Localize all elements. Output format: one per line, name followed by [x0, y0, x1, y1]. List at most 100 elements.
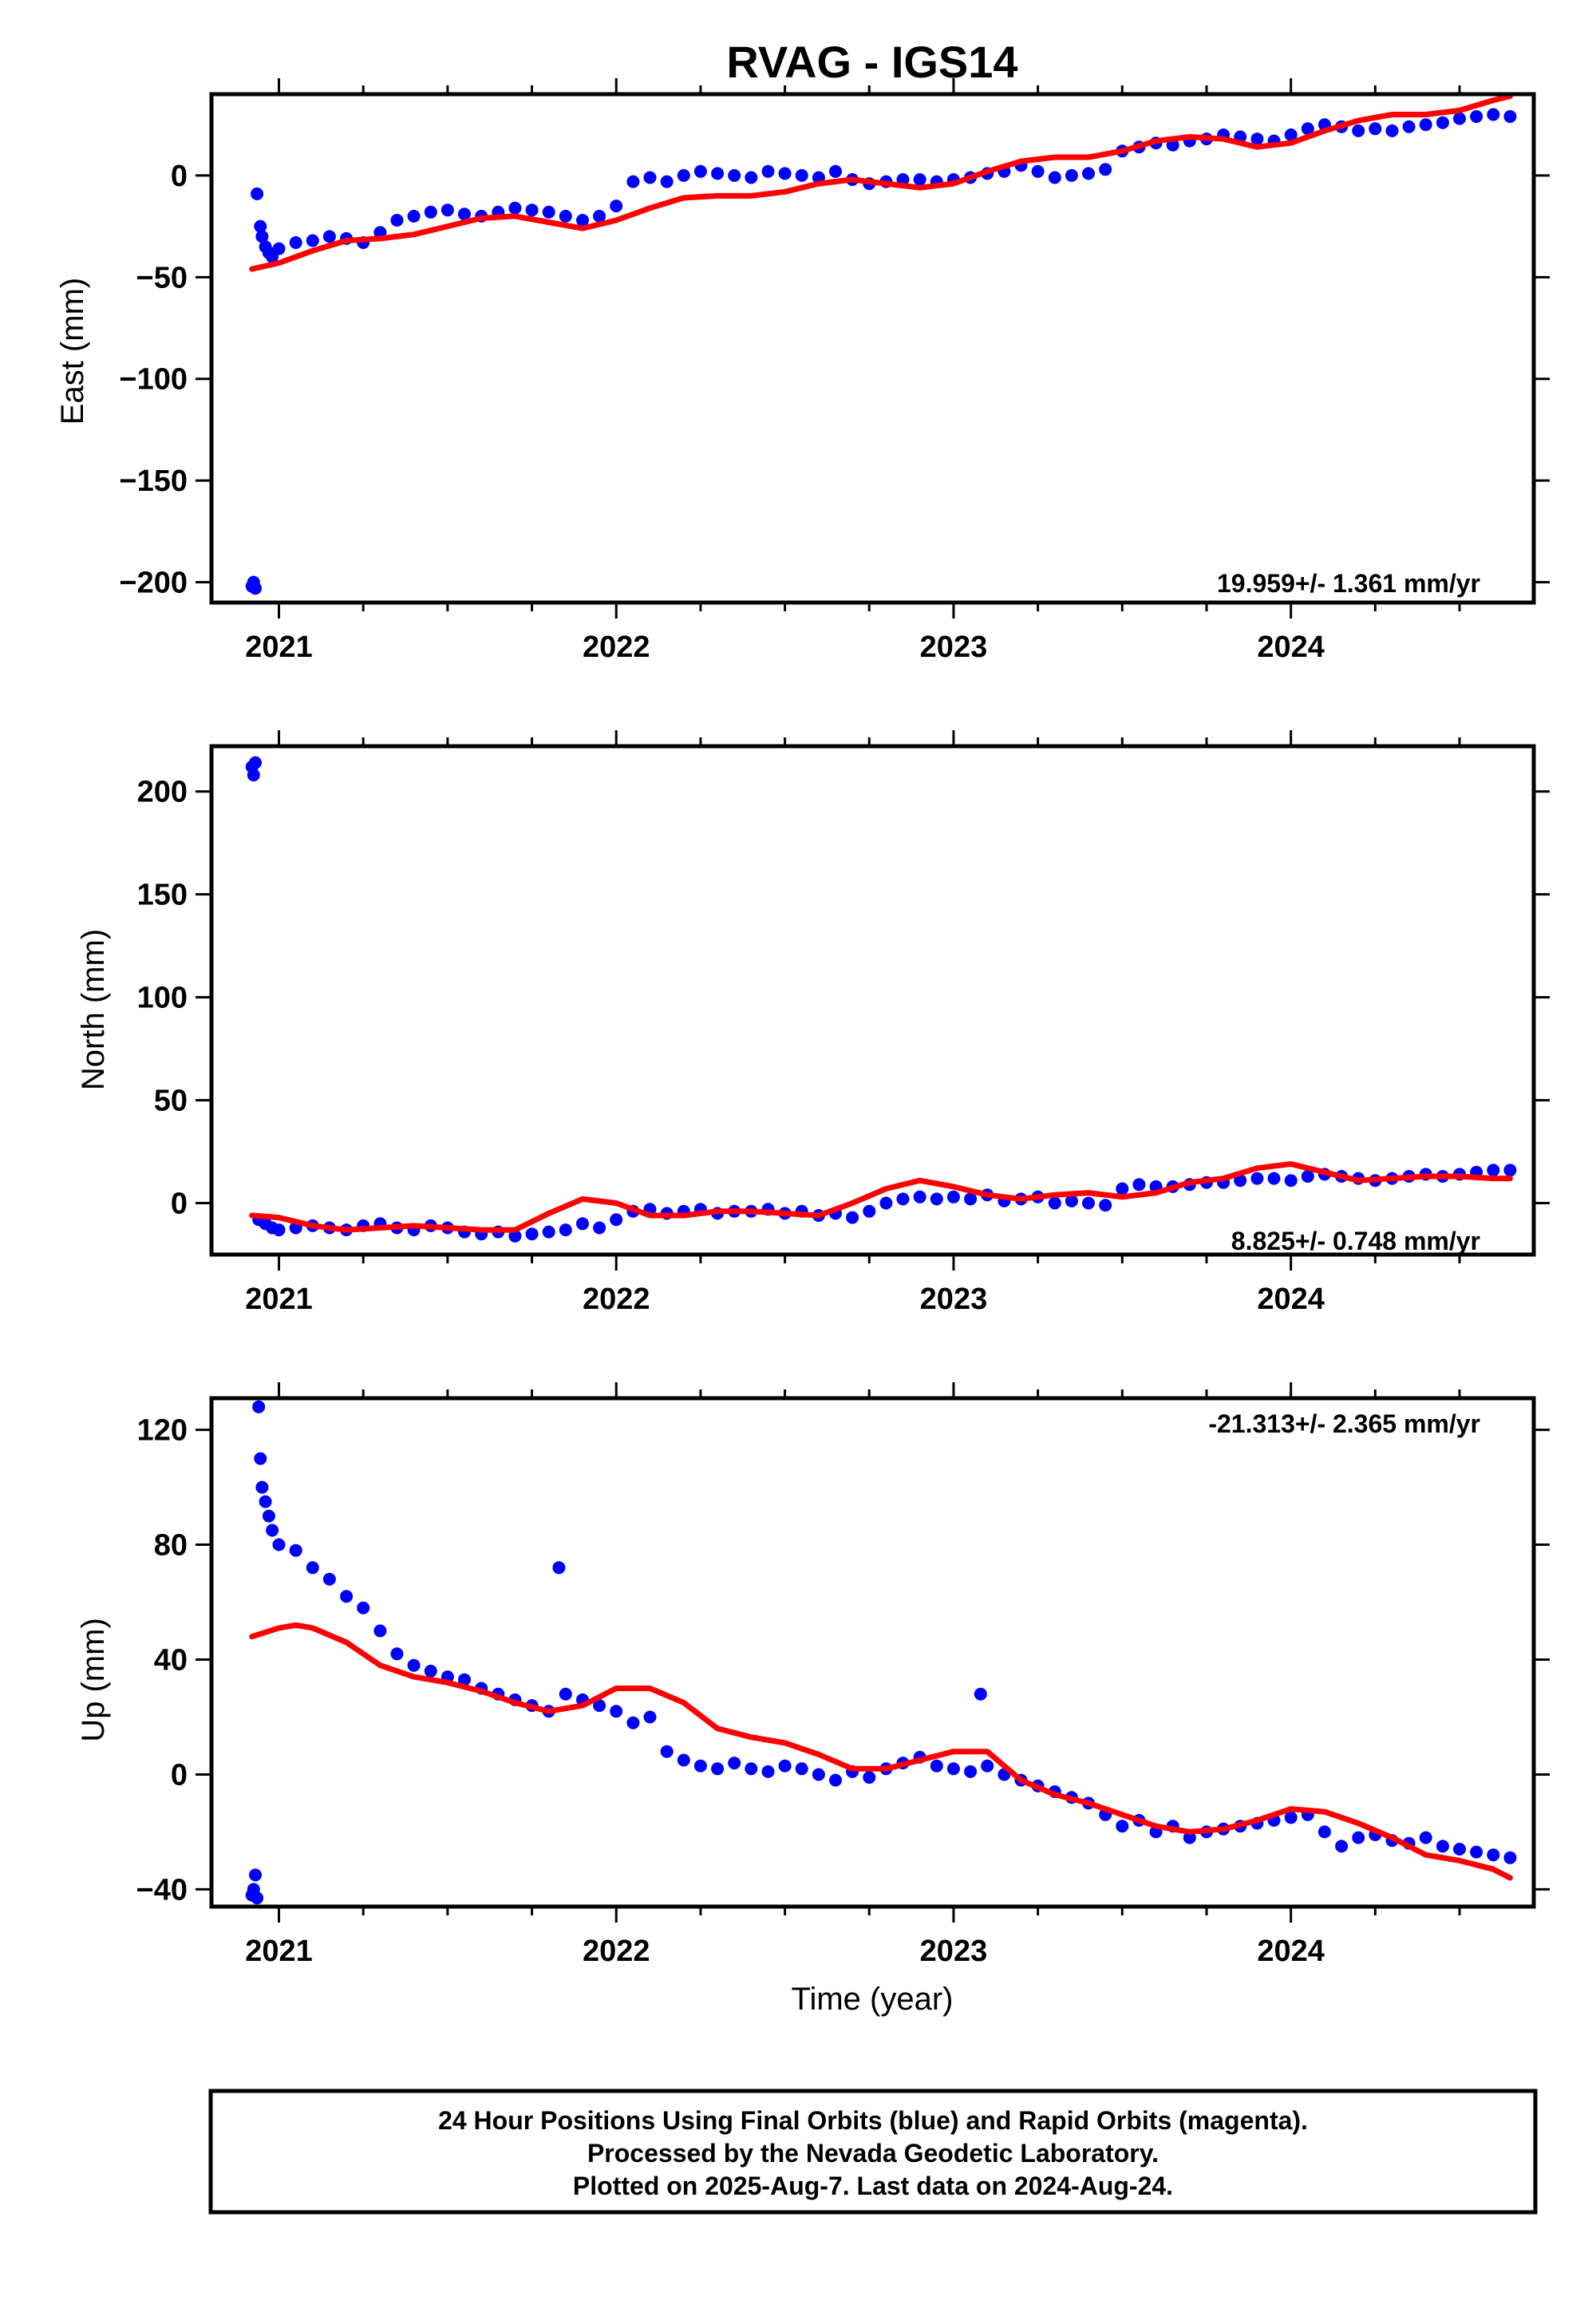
up-x-tick-label: 2021 — [245, 1935, 313, 1968]
up-data-point — [1470, 1845, 1483, 1859]
north-y-tick-label: 150 — [137, 879, 188, 912]
east-data-point — [542, 205, 555, 219]
up-data-point — [745, 1762, 758, 1776]
up-data-point — [964, 1765, 978, 1778]
up-data-point — [322, 1572, 336, 1586]
east-data-point — [795, 168, 808, 182]
east-data-point — [1503, 110, 1517, 123]
north-y-axis-label: North (mm) — [76, 929, 111, 1090]
north-data-point — [1250, 1172, 1264, 1185]
east-x-tick-label: 2022 — [583, 630, 650, 664]
north-data-point — [896, 1192, 910, 1206]
up-data-point — [677, 1753, 690, 1767]
east-y-tick-label: −100 — [119, 363, 188, 397]
up-data-point — [373, 1624, 387, 1638]
north-data-point — [593, 1221, 606, 1235]
north-data-point — [1048, 1196, 1061, 1210]
up-data-point — [458, 1673, 471, 1686]
east-data-point — [508, 201, 522, 215]
up-y-tick-label: 120 — [137, 1414, 188, 1448]
up-data-point — [981, 1759, 994, 1773]
up-data-point — [266, 1524, 279, 1537]
east-panel: East (mm) 19.959+/- 1.361 mm/yr 2021 2022… — [55, 78, 1550, 664]
east-data-point — [407, 209, 421, 223]
east-data-point — [249, 582, 262, 595]
footer-line-2: Processed by the Nevada Geodetic Laborat… — [587, 2139, 1159, 2168]
up-data-point — [1453, 1843, 1466, 1856]
up-plot-area — [245, 1400, 1517, 1905]
east-frame — [209, 92, 1536, 605]
north-data-point — [272, 1223, 286, 1237]
up-data-point — [728, 1757, 741, 1770]
north-data-point — [1065, 1194, 1078, 1207]
north-data-point — [863, 1204, 876, 1218]
up-data-point — [626, 1716, 640, 1729]
north-panel: North (mm) 8.825+/- 0.748 mm/yr 2021 2022… — [76, 730, 1550, 1316]
north-y-tick-label: 0 — [171, 1188, 188, 1221]
north-data-point — [1234, 1174, 1247, 1188]
north-data-point — [1116, 1182, 1129, 1196]
up-data-point — [1352, 1831, 1365, 1844]
north-data-point — [508, 1229, 522, 1243]
up-data-point — [255, 1480, 269, 1494]
east-data-point — [424, 205, 437, 219]
up-trend-line — [249, 1622, 1513, 1881]
up-data-point — [1436, 1840, 1449, 1853]
chart-title: RVAG - IGS14 — [726, 37, 1017, 87]
up-data-point — [306, 1561, 319, 1575]
north-data-point — [946, 1190, 960, 1203]
north-data-point — [1301, 1170, 1314, 1183]
up-data-point — [643, 1710, 657, 1724]
east-data-point — [677, 168, 690, 182]
east-data-point — [1402, 120, 1416, 133]
east-data-point — [559, 209, 572, 223]
north-data-point — [1503, 1164, 1517, 1177]
east-data-point — [306, 234, 319, 247]
east-x-tick-label: 2024 — [1257, 630, 1325, 664]
up-data-point — [795, 1762, 808, 1776]
north-y-tick-label: 50 — [154, 1085, 188, 1118]
up-x-tick-label: 2024 — [1257, 1935, 1325, 1968]
up-data-point — [593, 1699, 606, 1713]
up-data-point — [272, 1538, 286, 1551]
east-x-tick-label: 2021 — [245, 630, 313, 664]
up-data-point — [424, 1664, 437, 1678]
east-data-point — [1419, 118, 1432, 132]
east-data-point — [626, 175, 640, 188]
east-data-point — [643, 171, 657, 184]
up-data-point — [812, 1768, 825, 1781]
up-data-point — [1503, 1851, 1517, 1864]
up-data-point — [610, 1705, 623, 1718]
north-data-point — [1284, 1174, 1298, 1188]
north-data-point — [930, 1192, 943, 1206]
north-data-point — [249, 756, 262, 769]
up-y-tick-label: 80 — [154, 1529, 188, 1563]
east-data-point — [576, 214, 589, 227]
east-data-point — [1453, 112, 1466, 125]
east-data-point — [761, 164, 775, 178]
east-data-point — [525, 204, 539, 217]
up-data-point — [407, 1658, 421, 1672]
east-data-point — [1284, 128, 1298, 141]
north-x-tick-label: 2021 — [245, 1282, 313, 1316]
up-data-point — [761, 1765, 775, 1778]
east-data-point — [1436, 116, 1449, 129]
east-data-point — [778, 167, 792, 180]
north-plot-area — [245, 756, 1517, 1243]
east-x-tick-label: 2023 — [920, 630, 988, 664]
east-data-point — [913, 173, 926, 186]
east-data-point — [289, 236, 302, 249]
up-data-point — [390, 1647, 404, 1661]
east-rate-label: 19.959+/- 1.361 mm/yr — [1217, 569, 1480, 598]
north-y-tick-label: 200 — [137, 776, 188, 809]
up-data-point — [829, 1773, 842, 1787]
east-y-tick-label: −50 — [136, 261, 188, 294]
north-data-point — [247, 769, 260, 782]
up-x-tick-label: 2023 — [920, 1935, 988, 1968]
east-data-point — [1099, 163, 1112, 176]
up-data-point — [1317, 1825, 1331, 1839]
x-axis-label: Time (year) — [792, 1982, 954, 2017]
up-data-point — [1284, 1811, 1298, 1824]
east-data-point — [1031, 164, 1045, 178]
up-panel: Up (mm) -21.313+/- 2.365 mm/yr Time (yea… — [76, 1382, 1550, 2017]
